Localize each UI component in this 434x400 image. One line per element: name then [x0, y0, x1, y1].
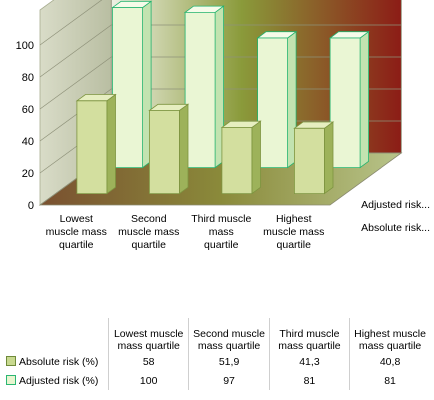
depth-axis-labels: Adjusted risk... Absolute risk... — [361, 199, 430, 234]
category-label: Lowest muscle mass quartile — [46, 213, 107, 251]
bar-front — [257, 37, 289, 169]
legend-swatch-adjusted — [6, 374, 16, 385]
header-cell: Highest muscle mass quartile — [349, 318, 430, 352]
bar-side — [359, 30, 370, 169]
row-label: Adjusted risk (%) — [6, 371, 109, 390]
bar-front — [148, 110, 180, 195]
y-tick-label: 80 — [22, 72, 34, 84]
y-tick-label: 60 — [22, 104, 34, 116]
header-line: mass quartile — [117, 340, 180, 352]
table-cell: 81 — [268, 371, 350, 390]
bar-absolute-risk — [148, 103, 190, 195]
chart: 0 20 40 60 80 100 Lowest muscle mass quartile Se… — [16, 0, 430, 251]
y-tick-label: 100 — [16, 40, 34, 52]
data-table: Lowest muscle mass quartile Second muscl… — [6, 318, 430, 390]
table-cell: 81 — [349, 371, 430, 390]
bar-front — [293, 127, 325, 195]
bar-side — [178, 103, 189, 195]
bar-absolute-risk — [75, 93, 117, 195]
header-line: Third muscle — [279, 328, 340, 340]
y-tick-label: 40 — [22, 136, 34, 148]
corner-cell — [6, 318, 109, 352]
row-label-text: Absolute risk (%) — [19, 355, 99, 368]
header-cell: Second muscle mass quartile — [188, 318, 270, 352]
category-label: Third muscle mass quartile — [191, 213, 251, 251]
header-cell: Lowest muscle mass quartile — [107, 318, 189, 352]
bar-adjusted-risk — [256, 30, 298, 169]
header-cell: Third muscle mass quartile — [268, 318, 350, 352]
category-label: Second muscle mass quartile — [118, 213, 179, 251]
series-depth-label: Adjusted risk... — [361, 199, 430, 211]
table-cell: 97 — [188, 371, 270, 390]
table-row: Adjusted risk (%) 100 97 81 81 — [6, 371, 430, 390]
bar-adjusted-risk — [183, 5, 225, 169]
bar-front — [112, 7, 144, 169]
y-tick-label: 20 — [22, 168, 34, 180]
table-row: Absolute risk (%) 58 51,9 41,3 40,8 — [6, 352, 430, 371]
bar-front — [329, 37, 361, 169]
bars — [75, 0, 370, 195]
bar-front — [221, 127, 253, 195]
bar-absolute-risk — [293, 121, 335, 195]
row-label: Absolute risk (%) — [6, 352, 109, 371]
bar-front — [184, 11, 216, 169]
bar-side — [323, 121, 334, 195]
bar-adjusted-risk — [328, 30, 370, 169]
gridline — [39, 88, 402, 142]
data-table-header: Lowest muscle mass quartile Second muscl… — [6, 318, 430, 352]
y-axis-ticks: 0 20 40 60 80 100 — [16, 40, 34, 212]
bar-absolute-risk — [220, 120, 262, 195]
table-cell: 100 — [107, 371, 189, 390]
table-cell: 40,8 — [349, 352, 430, 371]
table-cell: 58 — [107, 352, 189, 371]
category-label: Highest muscle mass quartile — [263, 213, 324, 251]
row-label-text: Adjusted risk (%) — [19, 374, 99, 387]
bar-adjusted-risk — [111, 0, 153, 169]
header-line: mass quartile — [358, 340, 422, 352]
gridline — [39, 24, 402, 78]
gridline — [39, 56, 402, 110]
header-line: Lowest muscle — [113, 328, 184, 340]
bar-side — [251, 120, 261, 195]
bar-side — [106, 93, 116, 195]
header-line: mass quartile — [278, 340, 341, 352]
bar-front — [76, 100, 108, 195]
series-depth-label: Absolute risk... — [361, 222, 430, 234]
table-cell: 51,9 — [188, 352, 270, 371]
header-line: Second muscle — [193, 328, 265, 340]
table-cell: 41,3 — [268, 352, 350, 371]
x-axis-labels: Lowest muscle mass quartile Second muscle ma… — [46, 213, 325, 251]
header-line: mass quartile — [197, 340, 261, 352]
legend-swatch-absolute — [6, 355, 16, 366]
gridline — [39, 0, 103, 46]
header-line: Highest muscle — [354, 328, 426, 340]
y-tick-label: 0 — [28, 200, 34, 212]
